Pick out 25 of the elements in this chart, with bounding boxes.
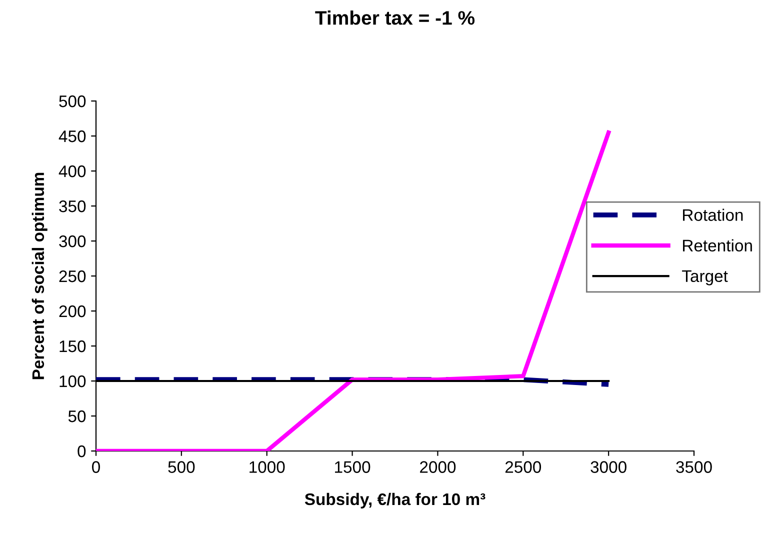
x-axis-title: Subsidy, €/ha for 10 m³ — [304, 492, 486, 508]
y-tick-label: 50 — [68, 410, 86, 422]
y-tick-label: 300 — [59, 235, 86, 248]
y-tick-label: 0 — [78, 445, 86, 458]
y-tick-label: 100 — [60, 375, 86, 388]
x-tick-label: 1500 — [335, 461, 370, 473]
x-tick-label: 500 — [168, 461, 195, 473]
x-tick-label: 3500 — [676, 461, 712, 473]
legend-label: Target — [682, 270, 728, 286]
y-tick-label: 450 — [58, 130, 86, 142]
x-tick-label: 1000 — [250, 461, 285, 473]
y-axis-title: Percent of social optimum — [32, 172, 48, 380]
chart-title: Timber tax = -1 % — [315, 10, 475, 25]
y-tick-label: 200 — [59, 305, 86, 318]
y-tick-label: 250 — [59, 270, 86, 282]
y-tick-label: 150 — [60, 340, 86, 352]
y-tick-label: 400 — [58, 165, 86, 178]
x-tick-label: 2500 — [505, 461, 542, 473]
x-tick-label: 2000 — [420, 461, 456, 473]
y-tick-label: 500 — [59, 95, 86, 108]
legend-label: Rotation — [683, 208, 743, 221]
legend-label: Retention — [683, 239, 752, 252]
x-tick-label: 0 — [92, 461, 100, 473]
x-tick-label: 3000 — [590, 461, 626, 473]
y-tick-label: 350 — [59, 200, 86, 212]
